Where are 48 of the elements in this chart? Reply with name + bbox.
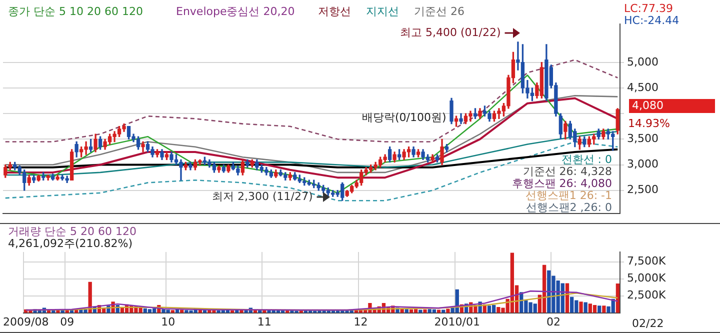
text: 14.93%: [628, 116, 670, 130]
x-tick-label: 2009/08: [3, 315, 49, 328]
text: 지지선: [366, 4, 399, 18]
text: 4,080: [632, 98, 664, 112]
text: Envelope중심선 20,20: [176, 4, 295, 18]
x-tick-label: 2010/01: [434, 315, 480, 328]
x-tick-label: 10: [161, 315, 176, 328]
bar: [542, 264, 546, 313]
annotation: 기준선 26: 4,328: [522, 164, 612, 178]
y-tick-label: 3,500: [627, 132, 658, 146]
text: 종가 단순 5 10 20 60 120: [8, 4, 143, 18]
annotation: 최저 2,300 (11/27): [212, 190, 313, 203]
bar: [592, 305, 597, 313]
x-tick-label: 09: [60, 315, 74, 328]
text: HC:-24.44: [624, 14, 680, 27]
y-tick-label: 5,000K: [627, 272, 666, 285]
bar: [510, 252, 514, 313]
y-tick-label: 2,500: [627, 183, 658, 196]
bar: [588, 304, 592, 313]
y-tick-label: 4,500: [627, 80, 658, 94]
annotation: 배당락(0/100원): [362, 110, 446, 124]
annotation: 선행스팬1 26: -1: [525, 188, 612, 202]
text: 기준선 26: [414, 4, 464, 18]
bar: [616, 284, 620, 313]
annotation: 전환선 : 0: [561, 152, 612, 166]
text: 02/22: [632, 316, 664, 330]
bar: [423, 309, 427, 313]
text: 저항선: [318, 4, 351, 18]
y-tick-label: 2,500K: [627, 288, 666, 302]
annotation: 최고 5,400 (01/22): [400, 26, 501, 39]
bar: [446, 308, 450, 313]
bar: [570, 296, 574, 313]
bar: [487, 306, 492, 313]
bar: [598, 306, 602, 313]
bar: [579, 302, 583, 313]
x-tick-label: 11: [257, 315, 272, 328]
y-tick-label: 3,000: [627, 158, 658, 171]
text: 거래량 단순 5 20 60 120: [8, 224, 136, 238]
text: LC:77.39: [624, 2, 674, 15]
y-tick-label: 5,000: [627, 55, 658, 68]
y-tick-label: 7,500K: [627, 254, 666, 268]
x-tick-label: 12: [354, 315, 368, 328]
annotation: 선행스팬2 ,26: 0: [526, 200, 612, 214]
annotation: 후행스팬 26: 4,080: [512, 176, 612, 190]
x-tick-label: 02: [546, 315, 560, 328]
bar: [584, 302, 588, 313]
bar: [602, 306, 606, 313]
text: 4,261,092주(210.82%): [8, 236, 133, 250]
